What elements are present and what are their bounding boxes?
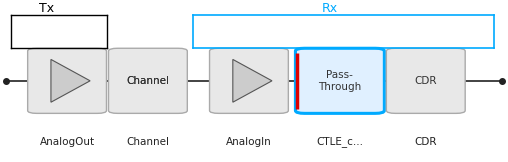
FancyBboxPatch shape: [109, 48, 187, 113]
Text: CDR: CDR: [415, 76, 437, 86]
FancyBboxPatch shape: [387, 48, 465, 113]
Text: Channel: Channel: [126, 76, 169, 86]
Text: Channel: Channel: [126, 76, 169, 86]
Text: Channel: Channel: [126, 137, 169, 147]
Text: Tx: Tx: [39, 2, 54, 15]
FancyBboxPatch shape: [296, 48, 385, 113]
Text: CDR: CDR: [415, 137, 437, 147]
Text: AnalogIn: AnalogIn: [226, 137, 272, 147]
Polygon shape: [233, 59, 272, 102]
FancyBboxPatch shape: [209, 48, 289, 113]
Text: CTLE_c...: CTLE_c...: [316, 136, 363, 147]
Text: Pass-
Through: Pass- Through: [319, 70, 362, 92]
Text: AnalogOut: AnalogOut: [40, 137, 94, 147]
Text: Rx: Rx: [322, 2, 338, 15]
FancyBboxPatch shape: [27, 48, 107, 113]
Polygon shape: [51, 59, 90, 102]
